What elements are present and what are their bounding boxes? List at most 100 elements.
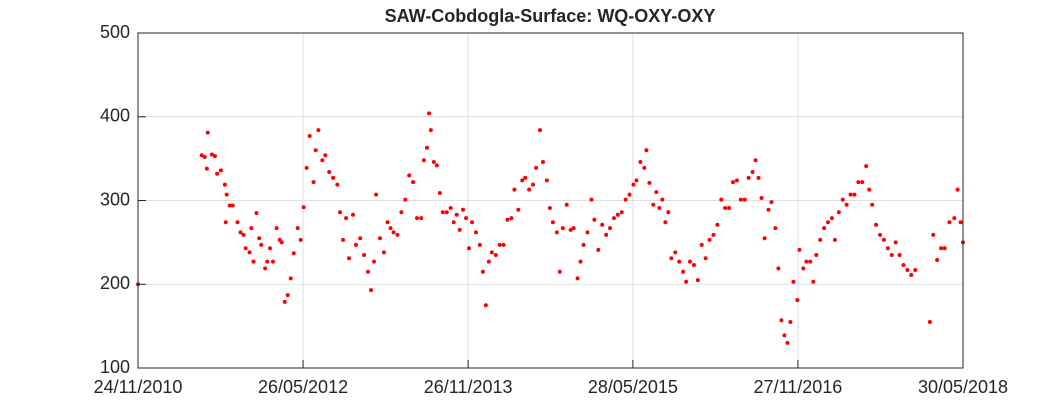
- data-point: [909, 273, 914, 278]
- data-point: [537, 128, 542, 133]
- data-point: [323, 153, 328, 158]
- data-point: [688, 259, 693, 264]
- data-point: [378, 236, 383, 241]
- data-point: [480, 269, 485, 274]
- data-point: [738, 197, 743, 202]
- data-point: [762, 236, 767, 241]
- data-point: [448, 206, 453, 211]
- data-point: [215, 171, 220, 176]
- data-point: [391, 230, 396, 235]
- data-point: [707, 237, 712, 242]
- data-point: [534, 165, 539, 170]
- data-point: [759, 195, 764, 200]
- data-point: [663, 220, 668, 225]
- data-point: [795, 298, 800, 303]
- data-point: [238, 230, 243, 235]
- data-point: [540, 159, 545, 164]
- data-point: [947, 220, 952, 225]
- data-point: [550, 220, 555, 225]
- data-point: [734, 178, 739, 183]
- data-point: [419, 216, 424, 221]
- chart-title: SAW-Cobdogla-Surface: WQ-OXY-OXY: [385, 6, 716, 26]
- data-point: [615, 212, 620, 217]
- data-point: [411, 180, 416, 185]
- data-point: [358, 236, 363, 241]
- data-point: [477, 242, 482, 247]
- data-point: [516, 207, 521, 212]
- data-point: [249, 226, 254, 231]
- data-point: [756, 175, 761, 180]
- data-point: [557, 269, 562, 274]
- marks: [136, 111, 965, 345]
- data-point: [274, 226, 279, 231]
- data-point: [464, 216, 469, 221]
- data-point: [224, 192, 229, 197]
- data-point: [782, 333, 787, 338]
- data-point: [715, 222, 720, 227]
- data-point: [856, 180, 861, 185]
- data-point: [623, 197, 628, 202]
- data-point: [444, 210, 449, 215]
- data-point: [288, 276, 293, 281]
- data-point: [344, 216, 349, 221]
- data-point: [304, 165, 309, 170]
- data-point: [263, 266, 268, 271]
- data-point: [870, 202, 875, 207]
- data-point: [347, 256, 352, 261]
- data-point: [811, 279, 816, 284]
- data-point: [291, 251, 296, 256]
- x-tick-label: 26/05/2012: [258, 377, 348, 397]
- data-point: [750, 170, 755, 175]
- data-point: [844, 202, 849, 207]
- data-point: [952, 216, 957, 221]
- data-point: [801, 266, 806, 271]
- data-point: [660, 197, 665, 202]
- data-point: [331, 175, 336, 180]
- data-point: [428, 128, 433, 133]
- data-point: [454, 212, 459, 217]
- data-point: [527, 187, 532, 192]
- data-point: [202, 154, 207, 159]
- data-point: [681, 269, 686, 274]
- data-point: [399, 210, 404, 215]
- data-point: [818, 237, 823, 242]
- data-point: [473, 230, 478, 235]
- data-point: [388, 226, 393, 231]
- data-point: [493, 252, 498, 257]
- data-point: [316, 128, 321, 133]
- data-point: [366, 269, 371, 274]
- data-point: [742, 197, 747, 202]
- data-point: [247, 250, 252, 255]
- data-point: [788, 319, 793, 324]
- data-point: [212, 154, 217, 159]
- data-point: [403, 197, 408, 202]
- data-point: [939, 246, 944, 251]
- data-point: [509, 216, 514, 221]
- data-point: [505, 217, 510, 222]
- data-point: [703, 256, 708, 261]
- data-point: [311, 180, 316, 185]
- data-point: [385, 220, 390, 225]
- data-point: [804, 259, 809, 264]
- data-point: [512, 187, 517, 192]
- data-point: [719, 197, 724, 202]
- data-point: [677, 259, 682, 264]
- data-point: [424, 145, 429, 150]
- data-point: [451, 220, 456, 225]
- data-point: [776, 266, 781, 271]
- data-point: [568, 227, 573, 232]
- data-point: [654, 190, 659, 195]
- data-point: [251, 259, 256, 264]
- data-point: [350, 212, 355, 217]
- data-point: [644, 148, 649, 153]
- data-point: [560, 226, 565, 231]
- data-point: [867, 187, 872, 192]
- data-point: [427, 111, 432, 116]
- data-point: [282, 299, 287, 304]
- data-point: [470, 220, 475, 225]
- data-point: [958, 220, 963, 225]
- data-point: [320, 158, 325, 163]
- data-point: [881, 237, 886, 242]
- data-point: [461, 207, 466, 212]
- data-point: [362, 252, 367, 257]
